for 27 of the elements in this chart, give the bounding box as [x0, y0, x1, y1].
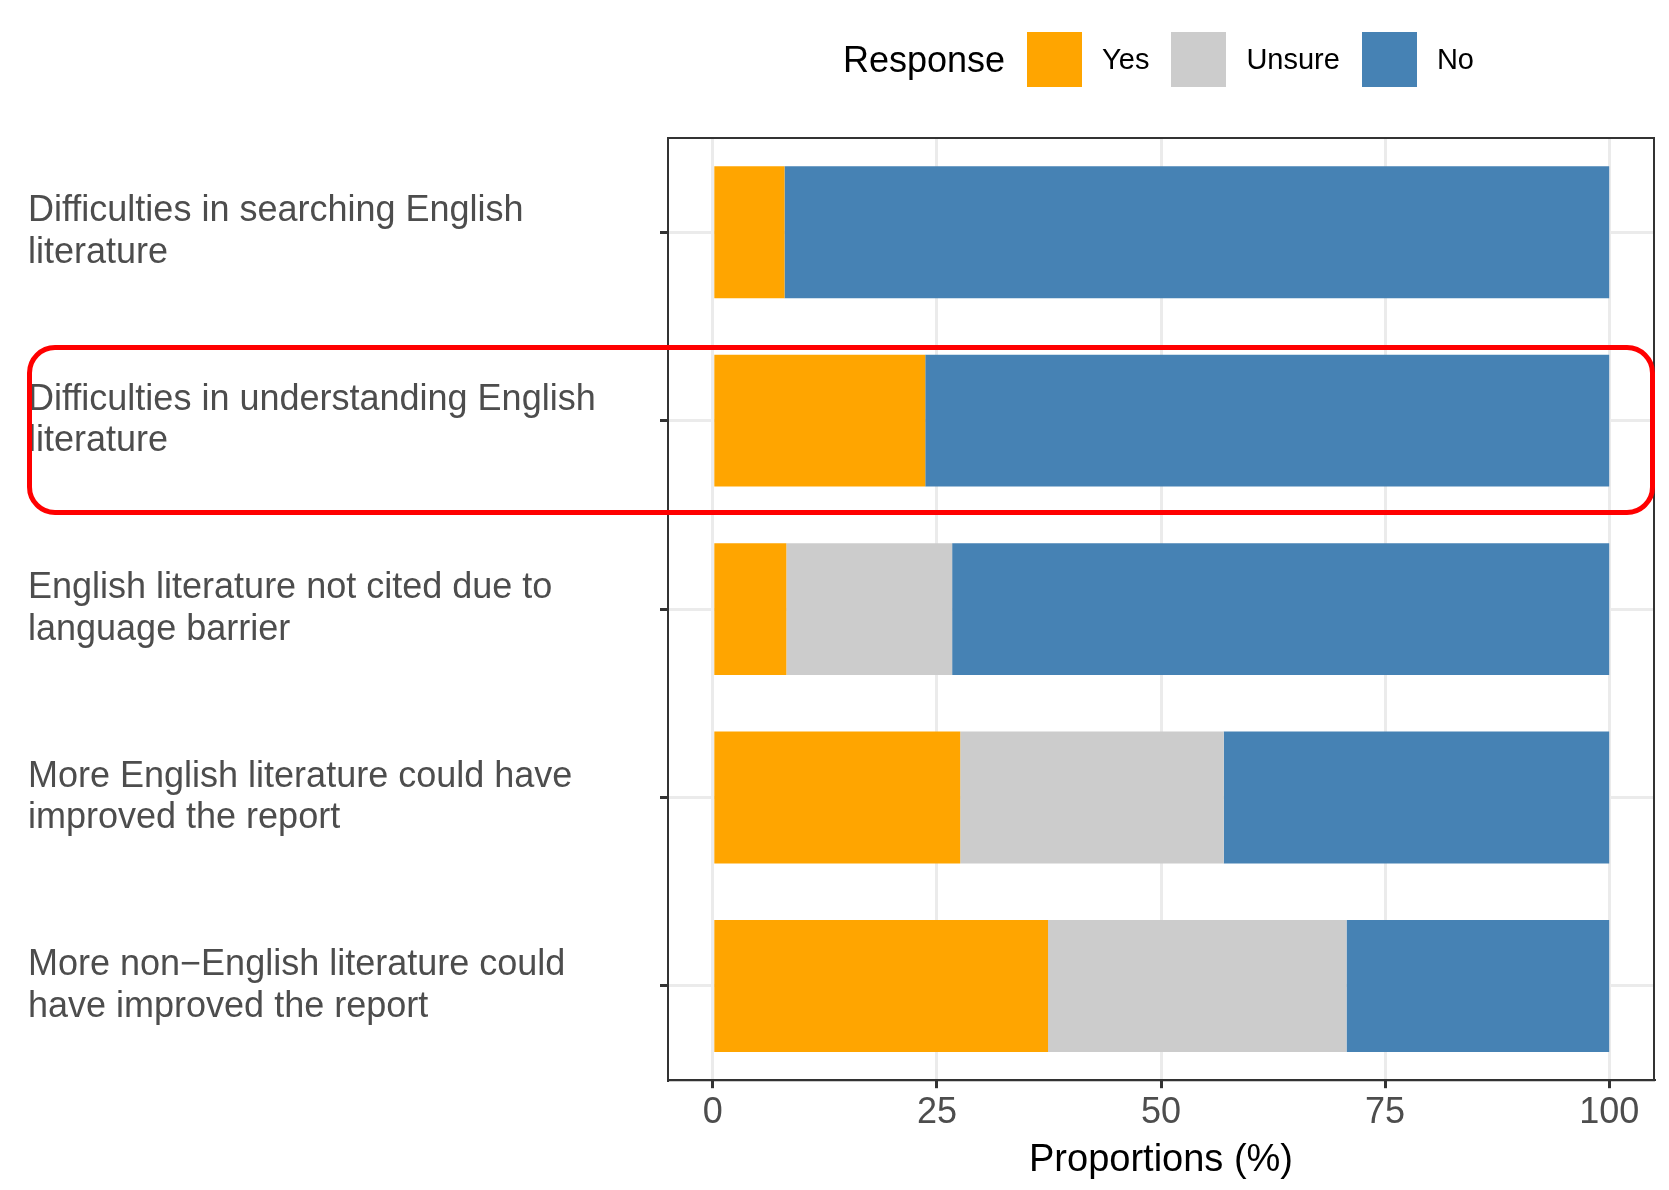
y-tick-label: Difficulties in searching English literature: [28, 188, 524, 271]
bar: [714, 543, 787, 676]
legend-label: Yes: [1102, 43, 1150, 76]
bar: [952, 543, 1610, 676]
bar: [1048, 920, 1347, 1052]
bar: [784, 166, 1610, 299]
x-tick-label: 50: [1140, 1089, 1182, 1131]
bar: [714, 731, 961, 864]
x-tick-label: 100: [1579, 1089, 1640, 1131]
y-tick-label: English literature not cited due to language barrier: [28, 565, 553, 648]
y-tick-label: More non−English literature could have improved the report: [28, 942, 566, 1025]
bar: [960, 731, 1224, 864]
y-tick-label: Difficulties in understanding English literature: [28, 376, 596, 460]
x-tick-label: 25: [916, 1089, 957, 1131]
bar: [786, 543, 953, 676]
legend-label: Unsure: [1246, 43, 1340, 76]
x-tick-label: 0: [702, 1089, 723, 1131]
bar: [714, 354, 926, 487]
bar: [1223, 731, 1610, 864]
y-tick-label: More English literature could have improved the report: [28, 753, 573, 837]
legend-label: No: [1436, 43, 1474, 76]
bar: [714, 166, 785, 299]
bar: [1346, 920, 1610, 1052]
bar: [714, 920, 1049, 1052]
legend-title: Response: [843, 38, 1006, 81]
x-tick-label: 75: [1365, 1089, 1406, 1131]
x-axis-title: Proportions (%): [1029, 1136, 1293, 1179]
